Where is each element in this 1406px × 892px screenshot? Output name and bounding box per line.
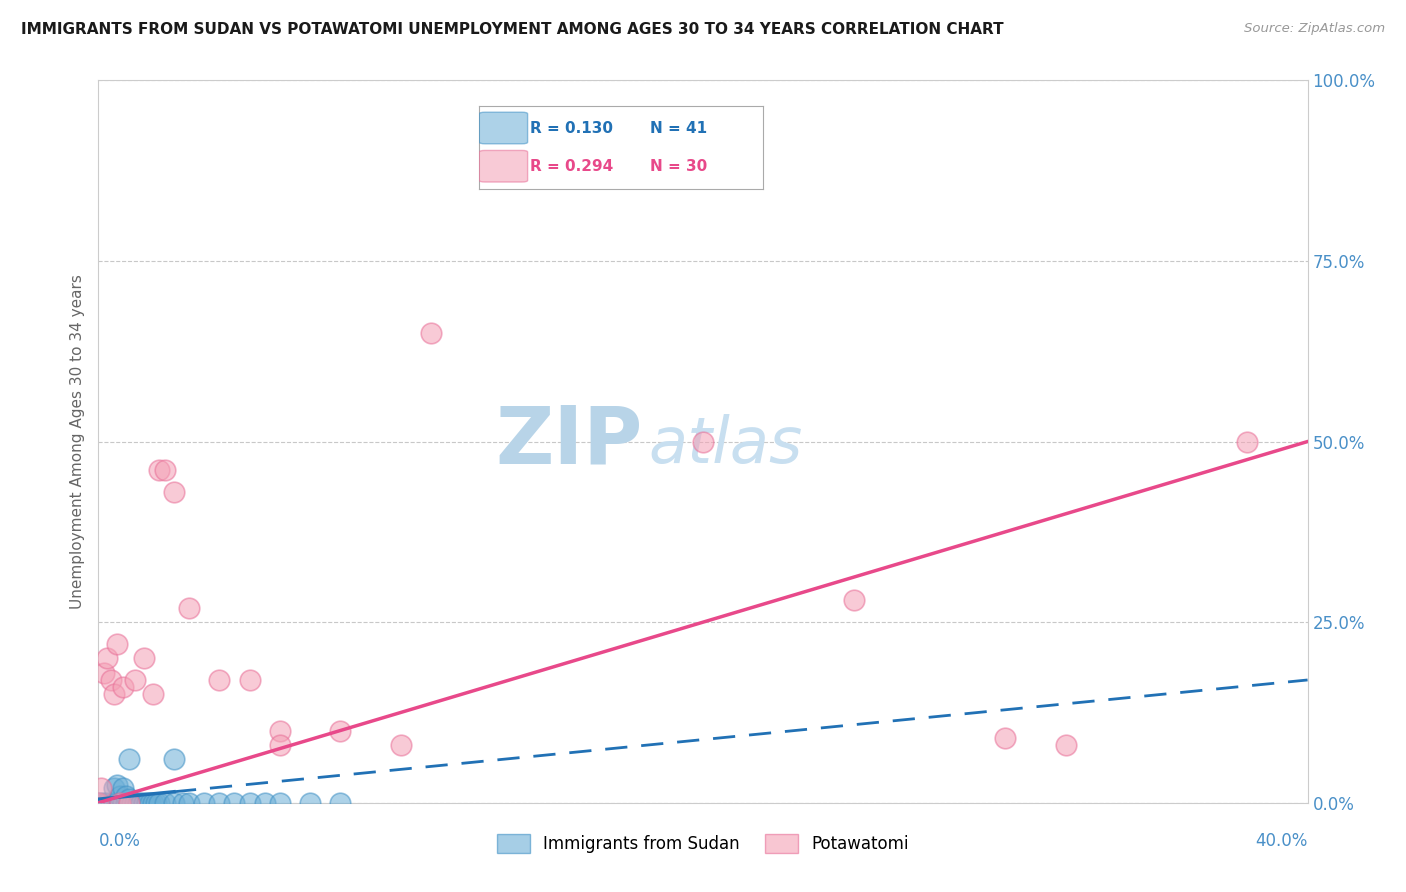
Point xyxy=(163,796,186,810)
Point xyxy=(111,781,134,796)
Point xyxy=(118,796,141,810)
Point xyxy=(90,796,112,810)
Point xyxy=(108,789,131,803)
Point xyxy=(132,651,155,665)
Point xyxy=(142,687,165,701)
Point xyxy=(153,463,176,477)
Point xyxy=(193,796,215,810)
Text: 0.0%: 0.0% xyxy=(98,831,141,850)
Point xyxy=(105,796,128,810)
Point xyxy=(103,781,125,796)
Point xyxy=(114,796,136,810)
Point xyxy=(253,796,276,810)
Text: 40.0%: 40.0% xyxy=(1256,831,1308,850)
Point xyxy=(132,796,155,810)
Point xyxy=(87,796,110,810)
Point xyxy=(148,796,170,810)
Point xyxy=(114,789,136,803)
Point xyxy=(269,723,291,738)
Point xyxy=(208,673,231,687)
Point xyxy=(139,796,162,810)
Point xyxy=(269,796,291,810)
Point xyxy=(179,796,201,810)
Point xyxy=(124,796,146,810)
Point xyxy=(121,796,143,810)
Point xyxy=(90,781,112,796)
Point xyxy=(96,796,118,810)
Point xyxy=(179,600,201,615)
Point xyxy=(118,752,141,766)
Point xyxy=(111,796,134,810)
Point xyxy=(111,680,134,694)
Point xyxy=(994,731,1017,745)
Point xyxy=(135,796,157,810)
Point xyxy=(239,673,262,687)
Point xyxy=(163,752,186,766)
Y-axis label: Unemployment Among Ages 30 to 34 years: Unemployment Among Ages 30 to 34 years xyxy=(69,274,84,609)
Point xyxy=(105,637,128,651)
Point xyxy=(142,796,165,810)
Point xyxy=(172,796,194,810)
Point xyxy=(145,796,167,810)
Point xyxy=(96,651,118,665)
Point xyxy=(269,738,291,752)
Point xyxy=(329,796,352,810)
Text: atlas: atlas xyxy=(648,414,803,476)
Legend: Immigrants from Sudan, Potawatomi: Immigrants from Sudan, Potawatomi xyxy=(491,827,915,860)
Point xyxy=(127,796,149,810)
Point xyxy=(108,796,131,810)
Point xyxy=(129,796,152,810)
Point xyxy=(93,796,115,810)
Point xyxy=(103,796,125,810)
Point xyxy=(299,796,322,810)
Text: Source: ZipAtlas.com: Source: ZipAtlas.com xyxy=(1244,22,1385,36)
Point xyxy=(108,796,131,810)
Point xyxy=(329,723,352,738)
Point xyxy=(389,738,412,752)
Point xyxy=(105,778,128,792)
Point xyxy=(100,673,122,687)
Point xyxy=(1054,738,1077,752)
Point xyxy=(103,687,125,701)
Text: ZIP: ZIP xyxy=(495,402,643,481)
Point xyxy=(100,796,122,810)
Point xyxy=(239,796,262,810)
Point xyxy=(118,796,141,810)
Point xyxy=(540,167,562,181)
Point xyxy=(224,796,246,810)
Point xyxy=(208,796,231,810)
Point xyxy=(420,326,443,340)
Point xyxy=(93,665,115,680)
Point xyxy=(124,673,146,687)
Point xyxy=(148,463,170,477)
Point xyxy=(692,434,714,449)
Point xyxy=(153,796,176,810)
Text: IMMIGRANTS FROM SUDAN VS POTAWATOMI UNEMPLOYMENT AMONG AGES 30 TO 34 YEARS CORRE: IMMIGRANTS FROM SUDAN VS POTAWATOMI UNEM… xyxy=(21,22,1004,37)
Point xyxy=(1236,434,1258,449)
Point xyxy=(163,485,186,500)
Point xyxy=(87,796,110,810)
Point xyxy=(118,792,141,806)
Point xyxy=(844,593,866,607)
